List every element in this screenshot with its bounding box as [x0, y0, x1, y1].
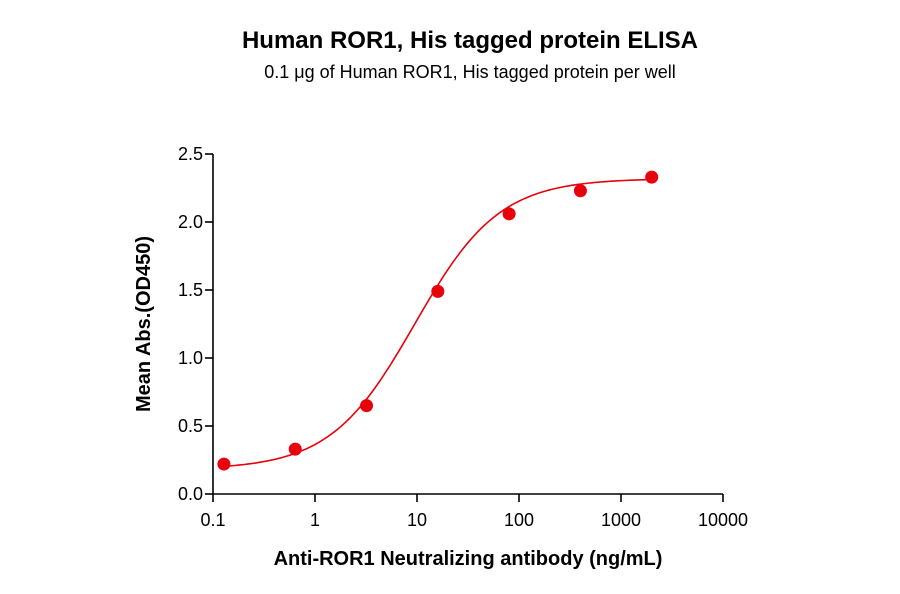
y-tick-label: 0.5 — [178, 416, 203, 436]
data-point — [431, 284, 445, 298]
chart-title: Human ROR1, His tagged protein ELISA — [242, 27, 698, 54]
y-axis-label: Mean Abs.(OD450) — [133, 236, 155, 412]
x-tick-label: 1000 — [601, 510, 641, 530]
x-tick-label: 0.1 — [200, 510, 225, 530]
y-tick-label: 1.5 — [178, 280, 203, 300]
x-tick-label: 10000 — [698, 510, 748, 530]
data-point — [217, 457, 231, 471]
y-tick-label: 1.0 — [178, 348, 203, 368]
y-tick-label: 0.0 — [178, 484, 203, 504]
y-tick-label: 2.5 — [178, 144, 203, 164]
x-axis-label: Anti-ROR1 Neutralizing antibody (ng/mL) — [274, 548, 663, 570]
x-tick-label: 1 — [310, 510, 320, 530]
axes — [212, 154, 723, 495]
chart-subtitle: 0.1 μg of Human ROR1, His tagged protein… — [264, 62, 676, 82]
x-ticks: 0.1 1 10 100 1000 10000 — [200, 494, 748, 530]
data-point — [288, 442, 302, 456]
data-point — [360, 399, 374, 413]
data-points — [217, 170, 659, 471]
y-tick-label: 2.0 — [178, 212, 203, 232]
y-ticks: 0.0 0.5 1.0 1.5 2.0 2.5 — [178, 144, 213, 504]
fit-curve — [223, 178, 652, 468]
x-tick-label: 10 — [407, 510, 427, 530]
x-tick-label: 100 — [504, 510, 534, 530]
data-point — [502, 207, 516, 221]
data-point — [645, 170, 659, 184]
data-point — [573, 184, 587, 198]
